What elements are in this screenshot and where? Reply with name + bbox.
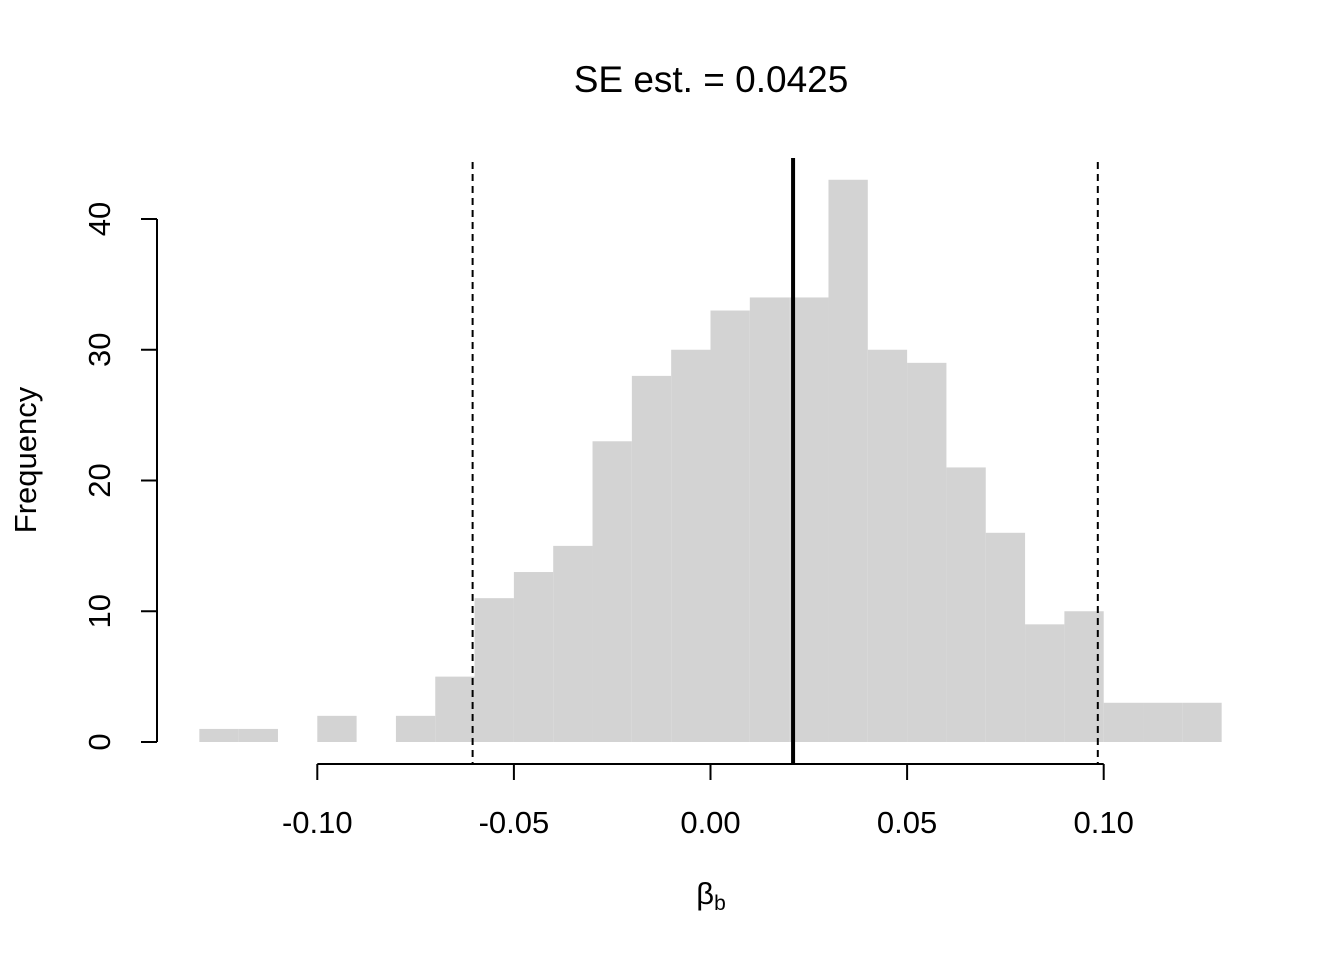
x-tick-label: 0.00: [680, 805, 740, 840]
histogram-bar: [1143, 702, 1183, 742]
reference-lines-group: [471, 158, 1099, 764]
histogram-bar: [867, 349, 908, 742]
histogram-bar: [592, 441, 632, 742]
x-tick-label: -0.05: [479, 805, 550, 840]
histogram-bar: [985, 532, 1026, 742]
x-tick-label: -0.10: [282, 805, 353, 840]
x-axis-label-main: β: [696, 876, 714, 911]
histogram-bar: [946, 467, 986, 742]
x-axis-label-subscript: b: [714, 892, 726, 915]
histogram-bar: [710, 310, 750, 742]
y-axis-label: Frequency: [8, 386, 43, 533]
histogram-bar: [395, 715, 436, 742]
y-tick-label: 20: [82, 463, 117, 497]
histogram-bar: [435, 676, 475, 742]
histogram-bar: [907, 362, 947, 742]
histogram-bar: [513, 572, 554, 742]
histogram-bar: [631, 375, 672, 742]
y-tick-label: 0: [82, 733, 117, 750]
histogram-bar: [1182, 702, 1222, 742]
histogram-bar: [238, 728, 278, 742]
y-axis: 0 10 20 30 40: [82, 202, 158, 751]
histogram-bar: [474, 598, 514, 742]
y-tick-label: 40: [82, 202, 117, 236]
histogram-bar: [1025, 624, 1065, 742]
bars-group: [199, 179, 1222, 742]
histogram-bar: [789, 297, 829, 742]
x-tick-label: 0.05: [877, 805, 937, 840]
y-tick-label: 30: [82, 333, 117, 367]
histogram-bar: [1103, 702, 1144, 742]
chart-title: SE est. = 0.0425: [574, 59, 849, 100]
y-tick-label: 10: [82, 594, 117, 628]
histogram-bar: [317, 715, 357, 742]
histogram-bar: [828, 179, 868, 742]
histogram-bar: [199, 728, 239, 742]
x-tick-label: 0.10: [1074, 805, 1134, 840]
histogram-bar: [553, 545, 593, 742]
x-axis-label: βb: [696, 876, 726, 915]
histogram-bar: [749, 297, 790, 742]
x-axis: -0.10 -0.05 0.00 0.05 0.10: [282, 763, 1134, 840]
histogram-bar: [671, 349, 711, 742]
